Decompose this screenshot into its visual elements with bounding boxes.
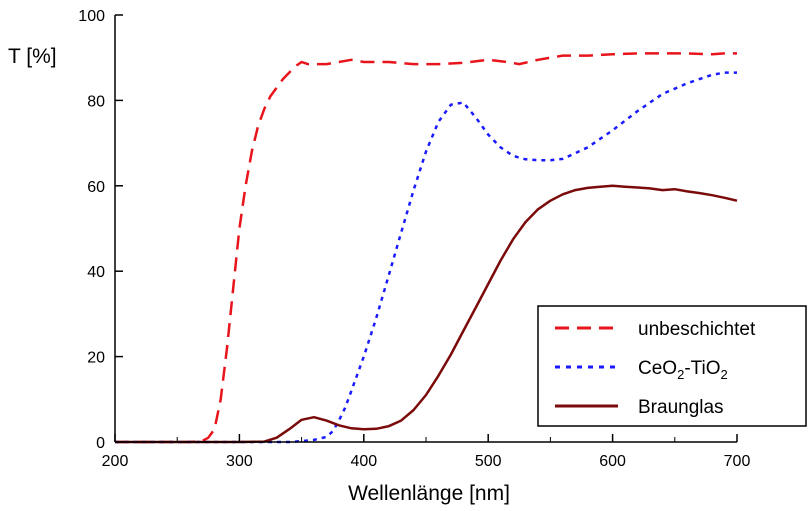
legend-hyphen: - <box>684 358 690 379</box>
legend-label-unbeschichtet: unbeschichtet <box>638 319 756 340</box>
x-tick-label: 700 <box>724 453 751 470</box>
y-axis-title: T [%] <box>8 45 57 68</box>
x-tick-label: 400 <box>350 453 377 470</box>
x-tick-label: 300 <box>226 453 253 470</box>
y-tick-label: 20 <box>87 350 105 367</box>
tio2-subscript: 2 <box>721 367 728 382</box>
x-tick-label: 600 <box>599 453 626 470</box>
series-line-2 <box>115 71 737 444</box>
y-tick-label: 40 <box>87 264 105 281</box>
legend: unbeschichtet CeO2-TiO2 Braunglas <box>537 305 807 427</box>
y-tick-label: 0 <box>96 435 105 452</box>
ceo2-subscript: 2 <box>677 367 684 382</box>
x-axis-title: Wellenlänge [nm] <box>348 482 510 505</box>
ceo2-base: CeO <box>638 358 677 379</box>
y-tick-label: 100 <box>78 8 105 25</box>
y-tick-label: 80 <box>87 93 105 110</box>
plot-lines <box>115 52 738 444</box>
legend-label-braunglas: Braunglas <box>638 397 724 418</box>
series-line-3 <box>115 184 738 444</box>
tio2-base: TiO <box>691 358 721 379</box>
series-line-1 <box>115 52 737 444</box>
ticks: 0 20 40 60 80 100 200 300 400 500 600 700 <box>78 8 750 470</box>
y-tick-label: 60 <box>87 179 105 196</box>
x-tick-label: 500 <box>475 453 502 470</box>
x-tick-label: 200 <box>102 453 129 470</box>
legend-label-ceo2-tio2: CeO2-TiO2 <box>638 358 728 382</box>
